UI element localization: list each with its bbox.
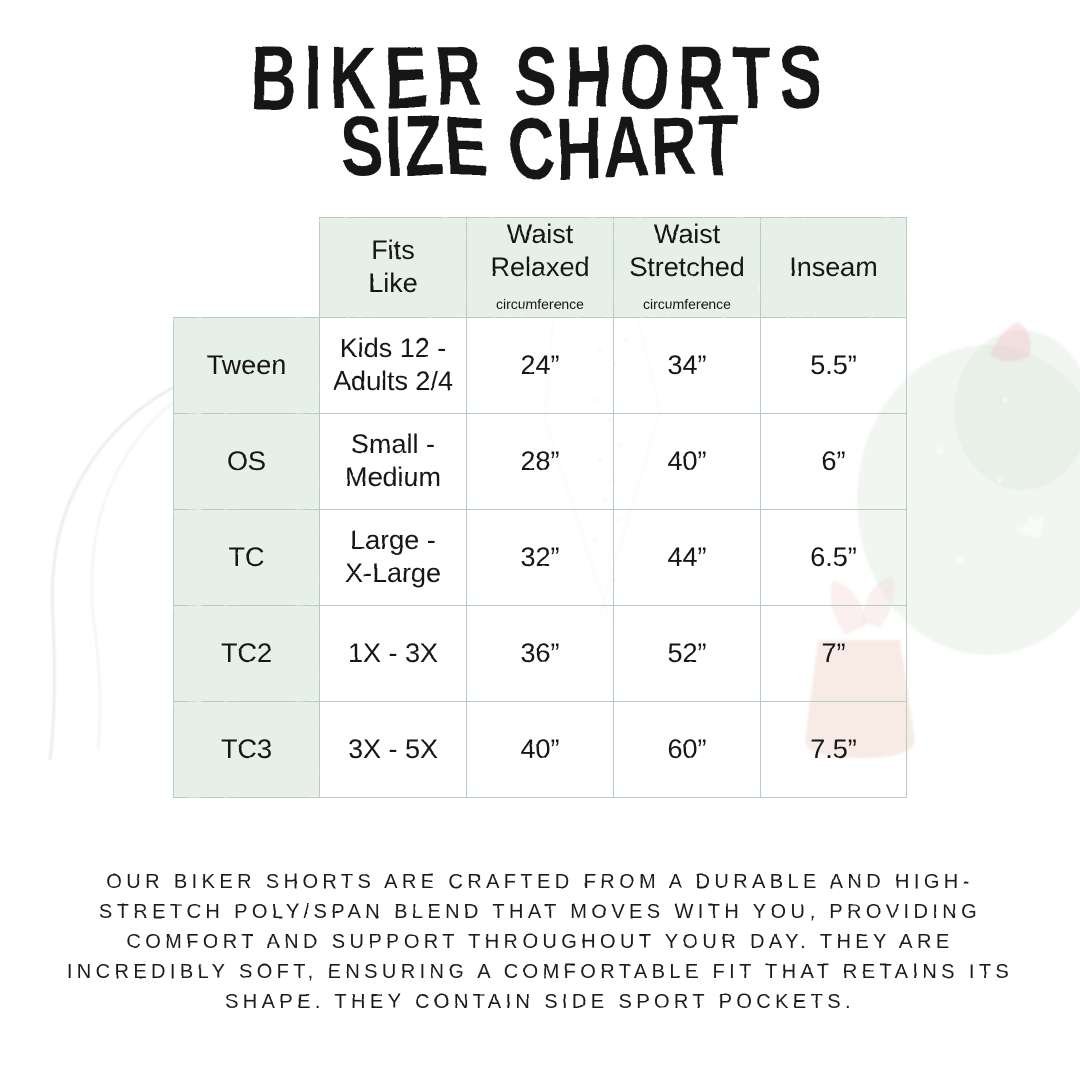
svg-text:SIZE CHART: SIZE CHART	[341, 100, 740, 197]
